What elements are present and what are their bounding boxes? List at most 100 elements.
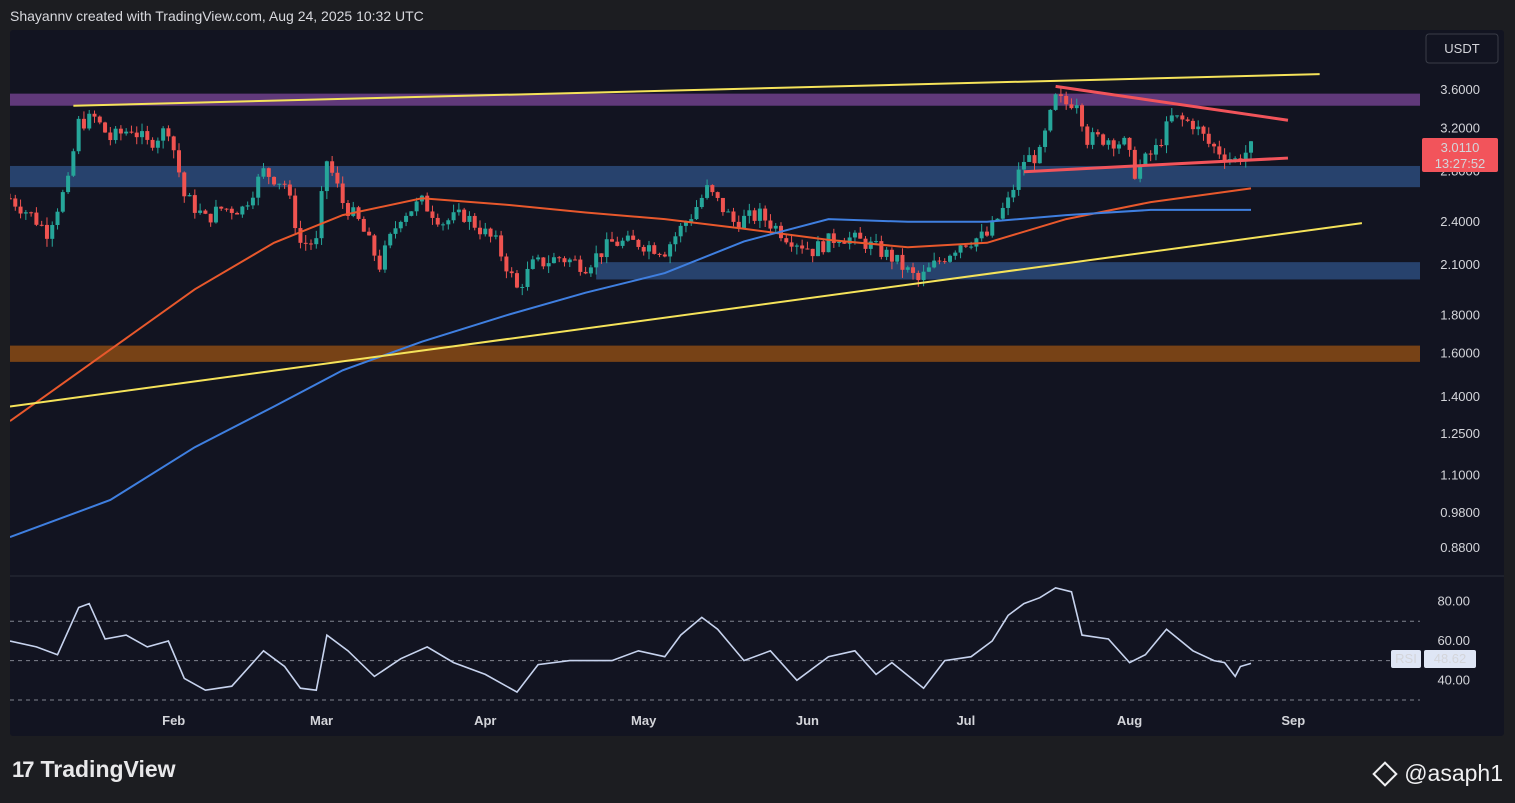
- candle-body: [514, 273, 519, 288]
- candle-body: [1037, 146, 1042, 164]
- candle-body: [467, 215, 472, 222]
- candle-body: [636, 239, 641, 247]
- candle-body: [879, 241, 884, 257]
- candle-body: [683, 222, 688, 226]
- candle-body: [87, 113, 92, 129]
- candle-body: [1101, 134, 1106, 145]
- candle-body: [958, 245, 963, 253]
- candle-body: [161, 128, 166, 141]
- candle-body: [662, 254, 667, 257]
- candle-body: [1043, 130, 1048, 147]
- candle-body: [705, 185, 710, 198]
- candle-body: [256, 176, 261, 198]
- candle-body: [757, 208, 762, 221]
- candle-body: [1106, 140, 1111, 145]
- candle-body: [831, 233, 836, 243]
- candle-body: [171, 136, 176, 151]
- trendlines: [10, 73, 1363, 408]
- candle-body: [900, 254, 905, 270]
- candle-body: [837, 241, 842, 243]
- candle-body: [1090, 132, 1095, 145]
- candle-body: [1243, 152, 1248, 162]
- rsi-tick-label: 80.00: [1437, 594, 1470, 609]
- candle-body: [29, 212, 34, 214]
- candle-body: [932, 260, 937, 268]
- candle-body: [277, 183, 282, 185]
- candle-body: [229, 208, 234, 213]
- candlesticks: [10, 87, 1254, 296]
- candle-body: [124, 131, 129, 134]
- candle-body: [129, 131, 134, 133]
- candle-body: [1180, 115, 1185, 120]
- candle-body: [884, 249, 889, 257]
- candle-body: [995, 218, 1000, 221]
- price-axis[interactable]: 3.60003.20002.80002.40002.10001.80001.60…: [1440, 82, 1480, 555]
- candle-body: [990, 220, 995, 236]
- tradingview-wordmark: TradingView: [40, 756, 176, 782]
- time-tick-label: Feb: [162, 713, 185, 728]
- candle-body: [462, 209, 467, 222]
- candle-body: [224, 208, 229, 210]
- price-tick-label: 3.6000: [1440, 82, 1480, 97]
- candle-body: [1080, 105, 1085, 127]
- candle-body: [261, 168, 266, 177]
- candle-body: [425, 195, 430, 212]
- author-watermark: @asaph1: [1372, 760, 1503, 787]
- candle-body: [773, 225, 778, 229]
- candle-body: [926, 267, 931, 272]
- candle-body: [351, 207, 356, 216]
- candle-body: [441, 224, 446, 226]
- candle-body: [219, 206, 224, 209]
- candle-body: [557, 257, 562, 259]
- candle-body: [66, 175, 71, 193]
- time-axis[interactable]: Feb Mar Apr May Jun Jul Aug Sep: [162, 713, 1305, 728]
- candle-body: [208, 213, 213, 223]
- candle-body: [1222, 154, 1227, 162]
- candle-body: [641, 246, 646, 252]
- candle-body: [1217, 146, 1222, 155]
- candle-body: [356, 207, 361, 219]
- tradingview-logo[interactable]: 17 TradingView: [12, 756, 176, 783]
- candle-body: [588, 267, 593, 274]
- candle-body: [937, 260, 942, 262]
- candle-body: [868, 241, 873, 249]
- candle-body: [266, 168, 271, 177]
- candle-body: [103, 122, 108, 133]
- candle-body: [1201, 126, 1206, 134]
- candle-body: [1196, 126, 1201, 130]
- candle-body: [10, 198, 12, 200]
- price-tick-label: 0.8800: [1440, 540, 1480, 555]
- candle-body: [1138, 164, 1143, 179]
- candle-body: [1190, 120, 1195, 130]
- candle-body: [335, 172, 340, 184]
- candle-body: [1132, 149, 1137, 179]
- candle-body: [446, 220, 451, 225]
- candle-body: [1122, 137, 1127, 145]
- price-tick-label: 0.9800: [1440, 505, 1480, 520]
- candle-body: [916, 272, 921, 281]
- candle-body: [694, 207, 699, 220]
- candle-body: [134, 132, 139, 138]
- candle-body: [367, 231, 372, 236]
- candle-body: [182, 172, 187, 197]
- candle-body: [198, 210, 203, 213]
- candle-body: [1233, 158, 1238, 160]
- candle-body: [594, 253, 599, 268]
- currency-button[interactable]: USDT: [1425, 33, 1499, 64]
- candle-body: [789, 242, 794, 247]
- candle-body: [1016, 169, 1021, 190]
- candle-body: [235, 212, 240, 215]
- candle-body: [852, 232, 857, 238]
- moving-averages: [10, 187, 1252, 539]
- candle-body: [821, 241, 826, 253]
- candle-body: [657, 253, 662, 255]
- time-tick-label: Apr: [474, 713, 496, 728]
- candle-body: [805, 248, 810, 250]
- time-tick-label: Sep: [1281, 713, 1305, 728]
- candle-body: [340, 183, 345, 204]
- candle-body: [1069, 104, 1074, 109]
- candle-body: [800, 245, 805, 249]
- candle-body: [752, 210, 757, 221]
